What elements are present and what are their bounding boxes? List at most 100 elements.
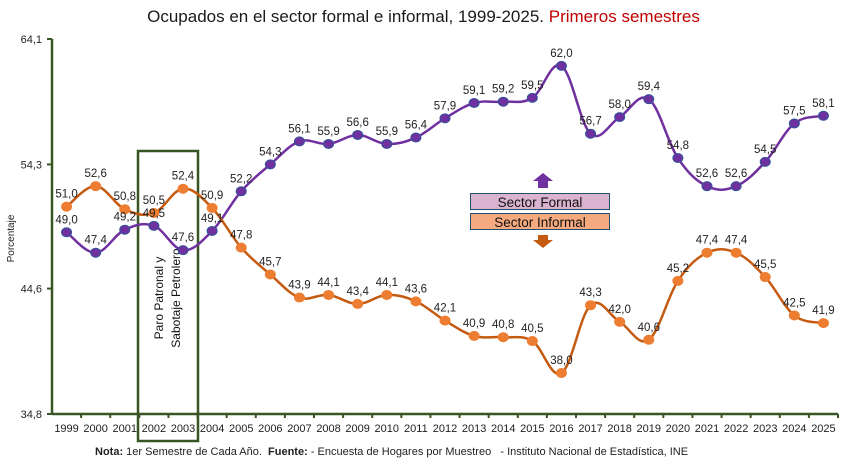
- data-label-informal: 45,5: [754, 259, 776, 271]
- data-point-formal: [235, 186, 247, 197]
- data-label-formal: 55,9: [376, 126, 398, 138]
- data-point-formal: [672, 153, 684, 164]
- data-label-formal: 56,1: [288, 123, 310, 135]
- data-point-informal: [526, 336, 538, 347]
- x-tick-label: 2018: [607, 423, 631, 435]
- data-point-formal: [381, 138, 393, 149]
- data-point-informal: [701, 247, 713, 258]
- x-tick-label: 2024: [782, 423, 806, 435]
- x-tick-label: 2016: [549, 423, 573, 435]
- x-tick-label: 2025: [811, 423, 835, 435]
- chart-title-accent: Primeros semestres: [548, 7, 700, 26]
- data-point-formal: [555, 60, 567, 71]
- fuente-text: - Encuesta de Hogares por Muestreo - Ins…: [307, 446, 689, 458]
- y-tick-label: 44,6: [21, 284, 42, 296]
- x-tick-label: 2014: [491, 423, 515, 435]
- data-label-informal: 43,3: [579, 287, 601, 299]
- data-label-formal: 56,4: [405, 120, 428, 132]
- y-axis-label: Porcentaje: [6, 214, 17, 262]
- chart-title-main: Ocupados en el sector formal e informal,…: [147, 7, 544, 26]
- data-label-informal: 43,6: [405, 283, 427, 295]
- data-point-formal: [61, 227, 73, 238]
- data-point-formal: [352, 129, 364, 140]
- data-point-informal: [497, 332, 509, 343]
- data-label-informal: 38,0: [550, 355, 572, 367]
- data-label-formal: 57,9: [434, 100, 456, 112]
- data-point-formal: [526, 92, 538, 103]
- data-label-formal: 49,5: [143, 208, 165, 220]
- nota-label: Nota:: [95, 446, 124, 458]
- x-tick-label: 2010: [375, 423, 399, 435]
- annotation-box: Paro Patronal y Sabotaje Petrolero: [136, 149, 200, 443]
- data-point-informal: [177, 183, 189, 194]
- data-point-formal: [730, 181, 742, 192]
- data-label-informal: 51,0: [55, 189, 77, 201]
- data-point-formal: [410, 132, 422, 143]
- data-point-formal: [264, 159, 276, 170]
- data-point-informal: [61, 201, 73, 212]
- data-point-informal: [323, 289, 335, 300]
- data-label-formal: 58,0: [608, 99, 630, 111]
- data-point-informal: [643, 334, 655, 345]
- data-label-informal: 40,8: [492, 319, 514, 331]
- data-label-formal: 57,5: [783, 105, 805, 117]
- annotation-rect: [136, 149, 200, 443]
- data-point-informal: [235, 242, 247, 253]
- data-label-informal: 47,4: [725, 235, 748, 247]
- data-label-informal: 50,9: [201, 190, 223, 202]
- data-point-formal: [90, 247, 102, 258]
- data-point-formal: [323, 138, 335, 149]
- data-label-formal: 54,3: [259, 146, 281, 158]
- data-label-informal: 52,4: [172, 171, 195, 183]
- y-tick-label: 54,3: [21, 159, 42, 171]
- data-point-formal: [293, 136, 305, 147]
- series-line-formal: [65, 63, 824, 254]
- annotation-label: Paro Patronal y: [152, 257, 166, 340]
- data-point-informal: [788, 310, 800, 321]
- data-point-informal: [817, 318, 829, 329]
- data-label-informal: 43,9: [288, 280, 310, 292]
- x-tick-label: 2007: [287, 423, 311, 435]
- annotation-label: Sabotaje Petrolero: [169, 248, 183, 348]
- data-label-formal: 54,8: [667, 140, 689, 152]
- x-tick-label: 2017: [578, 423, 602, 435]
- footer-note: Nota: 1er Semestre de Cada Año. Fuente: …: [95, 446, 688, 458]
- data-point-formal: [206, 225, 218, 236]
- data-label-formal: 47,6: [172, 232, 194, 244]
- data-point-formal: [614, 112, 626, 123]
- data-label-informal: 50,5: [143, 195, 165, 207]
- data-label-formal: 59,2: [492, 84, 514, 96]
- x-tick-label: 2001: [113, 423, 137, 435]
- data-point-formal: [643, 94, 655, 105]
- data-label-formal: 49,1: [201, 213, 223, 225]
- data-label-formal: 49,2: [114, 212, 136, 224]
- data-label-informal: 45,7: [259, 256, 281, 268]
- data-point-formal: [817, 110, 829, 121]
- data-label-formal: 56,6: [346, 117, 368, 129]
- data-label-informal: 42,5: [783, 297, 805, 309]
- x-tick-label: 2023: [753, 423, 777, 435]
- data-point-informal: [352, 298, 364, 309]
- data-point-formal: [439, 113, 451, 124]
- data-label-formal: 54,5: [754, 144, 776, 156]
- data-label-informal: 43,4: [346, 286, 369, 298]
- x-tick-label: 2002: [142, 423, 166, 435]
- data-point-informal: [148, 208, 160, 219]
- x-tick-label: 2006: [258, 423, 282, 435]
- data-label-formal: 58,1: [812, 98, 834, 110]
- data-label-formal: 55,9: [317, 126, 339, 138]
- data-point-informal: [293, 292, 305, 303]
- data-point-formal: [468, 97, 480, 108]
- data-label-informal: 40,9: [463, 318, 485, 330]
- data-label-formal: 49,0: [55, 214, 77, 226]
- data-label-formal: 62,0: [550, 48, 572, 60]
- data-point-formal: [585, 128, 597, 139]
- data-point-informal: [439, 315, 451, 326]
- data-point-informal: [585, 300, 597, 311]
- data-point-formal: [701, 181, 713, 192]
- data-point-formal: [177, 245, 189, 256]
- x-tick-label: 2013: [462, 423, 486, 435]
- data-point-informal: [730, 247, 742, 258]
- x-tick-label: 2019: [637, 423, 661, 435]
